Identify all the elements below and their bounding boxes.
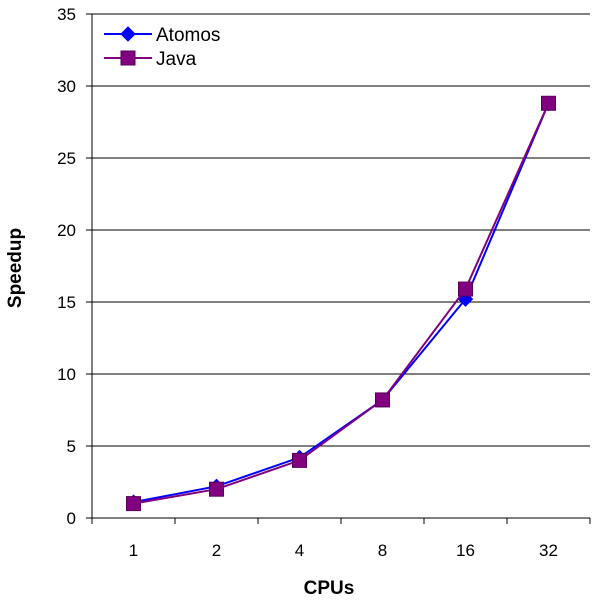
data-point [126,496,141,512]
legend-label: Atomos [156,25,220,46]
data-point [375,392,390,408]
x-tick-label: 1 [129,541,138,560]
legend-marker [120,50,136,66]
series-java [126,95,556,512]
data-point [458,281,473,297]
data-point [541,95,556,111]
legend-label: Java [156,49,197,70]
y-tick-label: 25 [57,149,76,168]
y-tick-label: 35 [57,5,76,24]
legend-marker [120,26,136,42]
x-tick-label: 32 [539,541,558,560]
series-line [133,102,550,504]
y-tick-label: 20 [57,221,76,240]
data-point [292,452,307,468]
series-line [133,102,550,505]
series-lines [125,95,557,512]
axes: 0 5 10 15 20 25 30 35 1 2 4 8 16 32 [57,5,591,560]
gridlines [92,13,590,447]
y-axis-title: Speedup [5,228,26,308]
y-tick-label: 0 [67,509,76,528]
data-point [209,481,224,497]
legend: Atomos Java [104,25,220,70]
y-tick-label: 5 [67,437,76,456]
x-tick-label: 8 [378,541,387,560]
legend-item-atomos: Atomos [104,25,220,46]
x-tick-label: 16 [456,541,475,560]
x-tick-label: 4 [295,541,304,560]
y-tick-label: 15 [57,293,76,312]
legend-item-java: Java [104,49,197,70]
x-tick-label: 2 [212,541,221,560]
y-tick-label: 10 [57,365,76,384]
y-tick-label: 30 [57,77,76,96]
x-axis-title: CPUs [304,578,355,599]
